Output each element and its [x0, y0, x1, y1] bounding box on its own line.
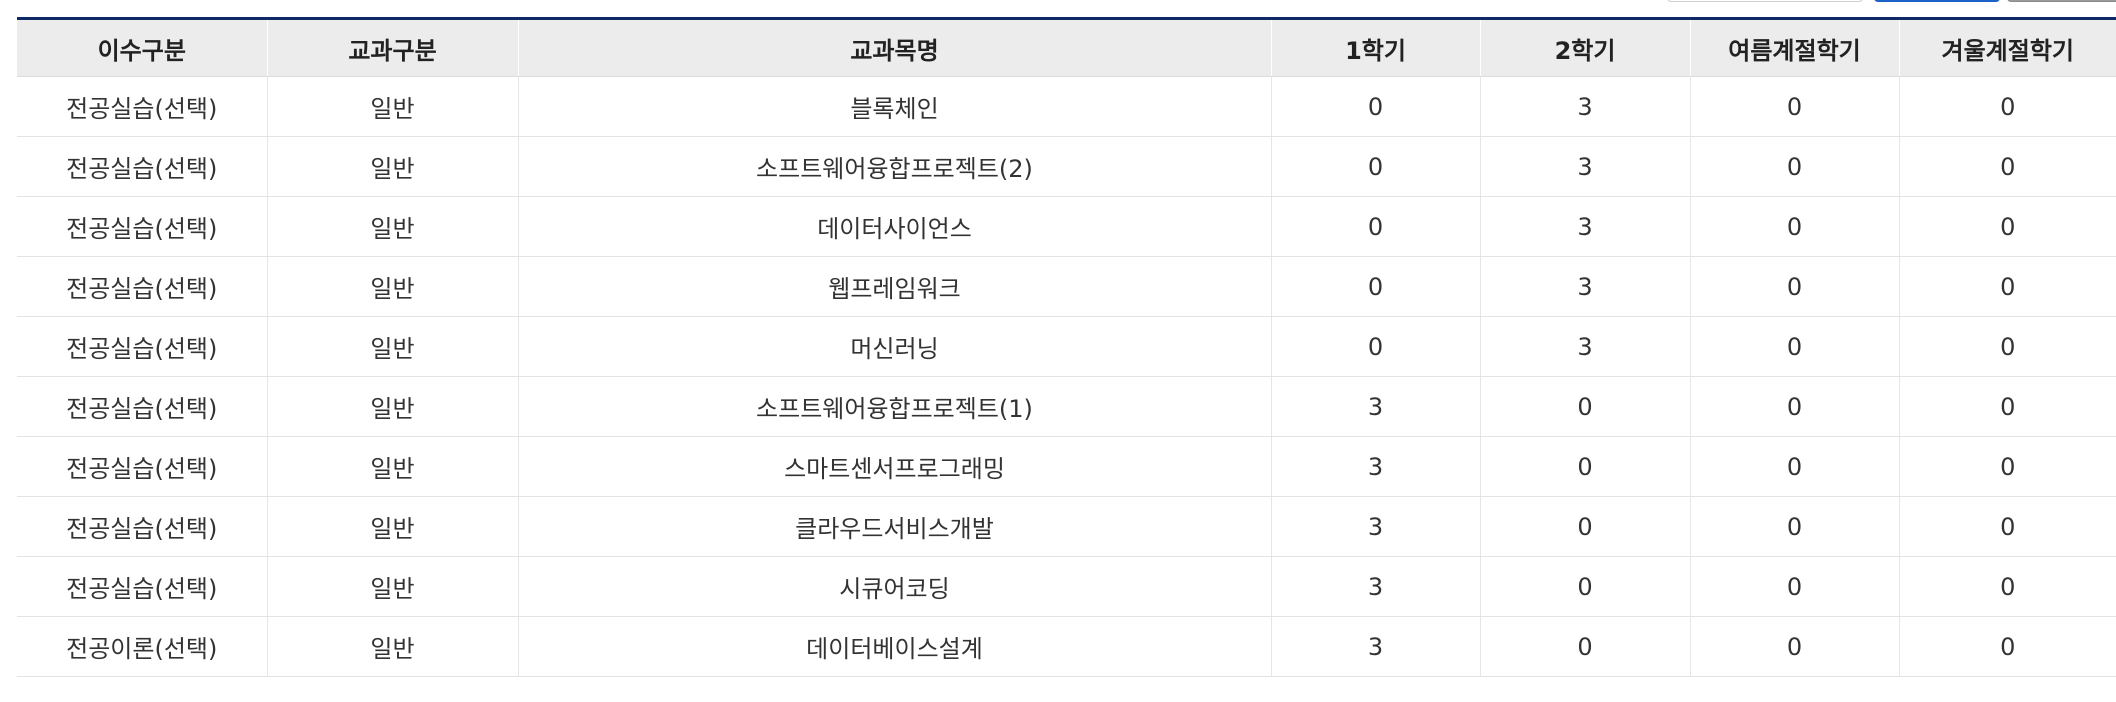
cell-semester-1: 3	[1271, 436, 1481, 497]
cell-semester-1: 0	[1271, 76, 1481, 137]
cell-subject-type: 일반	[267, 76, 519, 137]
column-header-completion-type: 이수구분	[17, 20, 268, 77]
cell-winter-session: 0	[1899, 76, 2116, 137]
cell-subject-type: 일반	[267, 496, 519, 557]
cell-completion-type: 전공실습(선택)	[17, 556, 268, 617]
cell-semester-1: 3	[1271, 616, 1481, 677]
cell-semester-1: 3	[1271, 376, 1481, 437]
cell-summer-session: 0	[1690, 316, 1900, 377]
table-row: 전공실습(선택) 일반 클라우드서비스개발 3 0 0 0	[17, 496, 2116, 557]
cell-winter-session: 0	[1899, 436, 2116, 497]
search-button[interactable]	[1874, 0, 2000, 2]
table-row: 전공실습(선택) 일반 소프트웨어융합프로젝트(2) 0 3 0 0	[17, 136, 2116, 197]
table-row: 전공실습(선택) 일반 머신러닝 0 3 0 0	[17, 316, 2116, 377]
course-table: 이수구분 교과구분 교과목명 1학기 2학기 여름계절학기 겨울계절학기 전공실…	[17, 20, 2116, 677]
cell-semester-2: 3	[1480, 196, 1691, 257]
cell-semester-2: 0	[1480, 436, 1691, 497]
cell-semester-2: 3	[1480, 76, 1691, 137]
cell-semester-1: 0	[1271, 196, 1481, 257]
cell-subject-type: 일반	[267, 556, 519, 617]
search-input[interactable]	[1667, 0, 1863, 2]
table-header-row: 이수구분 교과구분 교과목명 1학기 2학기 여름계절학기 겨울계절학기	[17, 20, 2116, 77]
cell-semester-1: 3	[1271, 556, 1481, 617]
cell-summer-session: 0	[1690, 136, 1900, 197]
cell-subject-type: 일반	[267, 196, 519, 257]
table-row: 전공이론(선택) 일반 데이터베이스설계 3 0 0 0	[17, 616, 2116, 677]
cell-subject-type: 일반	[267, 256, 519, 317]
cell-summer-session: 0	[1690, 496, 1900, 557]
cell-course-name: 웹프레임워크	[518, 256, 1272, 317]
cell-semester-2: 3	[1480, 256, 1691, 317]
cell-winter-session: 0	[1899, 376, 2116, 437]
cell-semester-1: 0	[1271, 136, 1481, 197]
cell-completion-type: 전공실습(선택)	[17, 256, 268, 317]
table-row: 전공실습(선택) 일반 웹프레임워크 0 3 0 0	[17, 256, 2116, 317]
cell-semester-1: 0	[1271, 316, 1481, 377]
cell-summer-session: 0	[1690, 556, 1900, 617]
cell-subject-type: 일반	[267, 136, 519, 197]
cell-course-name: 시큐어코딩	[518, 556, 1272, 617]
cell-course-name: 클라우드서비스개발	[518, 496, 1272, 557]
cell-completion-type: 전공실습(선택)	[17, 76, 268, 137]
column-header-subject-type: 교과구분	[267, 20, 519, 77]
table-row: 전공실습(선택) 일반 시큐어코딩 3 0 0 0	[17, 556, 2116, 617]
table-row: 전공실습(선택) 일반 스마트센서프로그래밍 3 0 0 0	[17, 436, 2116, 497]
cell-summer-session: 0	[1690, 436, 1900, 497]
cell-completion-type: 전공실습(선택)	[17, 316, 268, 377]
column-header-semester-2: 2학기	[1480, 20, 1691, 77]
cell-winter-session: 0	[1899, 196, 2116, 257]
cell-summer-session: 0	[1690, 256, 1900, 317]
cell-winter-session: 0	[1899, 256, 2116, 317]
column-header-semester-1: 1학기	[1271, 20, 1481, 77]
cell-semester-1: 0	[1271, 256, 1481, 317]
course-table-container: 이수구분 교과구분 교과목명 1학기 2학기 여름계절학기 겨울계절학기 전공실…	[17, 17, 2116, 677]
column-header-summer-session: 여름계절학기	[1690, 20, 1900, 77]
cell-course-name: 스마트센서프로그래밍	[518, 436, 1272, 497]
cell-course-name: 소프트웨어융합프로젝트(1)	[518, 376, 1272, 437]
cell-completion-type: 전공실습(선택)	[17, 496, 268, 557]
cell-summer-session: 0	[1690, 616, 1900, 677]
cell-winter-session: 0	[1899, 616, 2116, 677]
cell-summer-session: 0	[1690, 76, 1900, 137]
cell-course-name: 블록체인	[518, 76, 1272, 137]
cell-course-name: 소프트웨어융합프로젝트(2)	[518, 136, 1272, 197]
reset-button[interactable]	[2007, 0, 2116, 2]
cell-semester-2: 0	[1480, 496, 1691, 557]
cell-semester-2: 0	[1480, 556, 1691, 617]
table-row: 전공실습(선택) 일반 블록체인 0 3 0 0	[17, 76, 2116, 137]
cell-completion-type: 전공이론(선택)	[17, 616, 268, 677]
cell-completion-type: 전공실습(선택)	[17, 196, 268, 257]
cell-course-name: 데이터사이언스	[518, 196, 1272, 257]
cell-semester-1: 3	[1271, 496, 1481, 557]
cell-completion-type: 전공실습(선택)	[17, 136, 268, 197]
cell-winter-session: 0	[1899, 496, 2116, 557]
cell-semester-2: 3	[1480, 316, 1691, 377]
cell-subject-type: 일반	[267, 436, 519, 497]
cell-subject-type: 일반	[267, 376, 519, 437]
cell-winter-session: 0	[1899, 556, 2116, 617]
cell-semester-2: 3	[1480, 136, 1691, 197]
column-header-winter-session: 겨울계절학기	[1899, 20, 2116, 77]
column-header-course-name: 교과목명	[518, 20, 1272, 77]
cell-subject-type: 일반	[267, 616, 519, 677]
cell-course-name: 데이터베이스설계	[518, 616, 1272, 677]
cell-completion-type: 전공실습(선택)	[17, 376, 268, 437]
cell-course-name: 머신러닝	[518, 316, 1272, 377]
cell-summer-session: 0	[1690, 196, 1900, 257]
cell-summer-session: 0	[1690, 376, 1900, 437]
cell-winter-session: 0	[1899, 136, 2116, 197]
cell-semester-2: 0	[1480, 376, 1691, 437]
table-row: 전공실습(선택) 일반 데이터사이언스 0 3 0 0	[17, 196, 2116, 257]
cell-semester-2: 0	[1480, 616, 1691, 677]
cell-winter-session: 0	[1899, 316, 2116, 377]
cell-subject-type: 일반	[267, 316, 519, 377]
cell-completion-type: 전공실습(선택)	[17, 436, 268, 497]
table-row: 전공실습(선택) 일반 소프트웨어융합프로젝트(1) 3 0 0 0	[17, 376, 2116, 437]
